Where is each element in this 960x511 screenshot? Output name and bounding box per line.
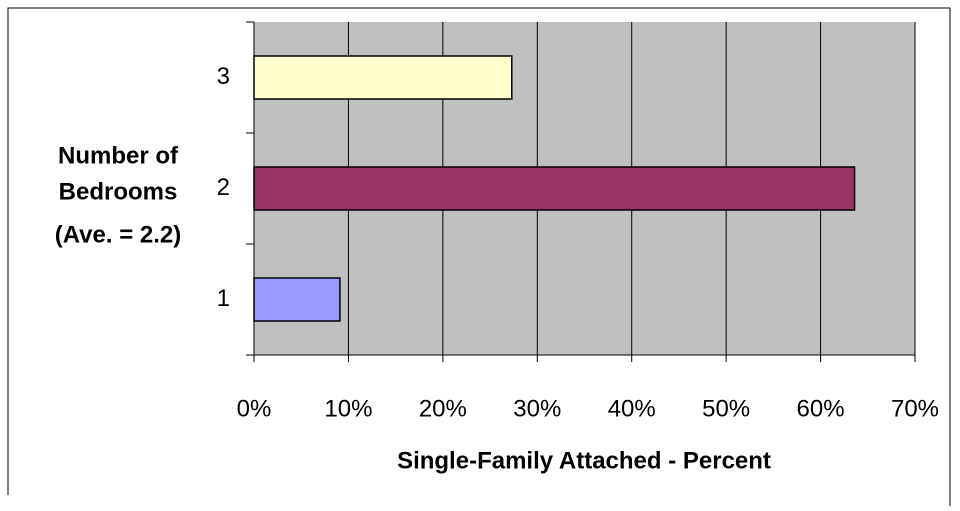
y-axis-title: (Ave. = 2.2) bbox=[55, 221, 182, 248]
y-tick-label: 1 bbox=[217, 285, 230, 312]
y-tick-label: 3 bbox=[217, 63, 230, 90]
bar bbox=[253, 166, 856, 211]
x-tick-label: 60% bbox=[797, 395, 845, 422]
y-tick-label: 2 bbox=[217, 174, 230, 201]
x-tick-label: 40% bbox=[608, 395, 656, 422]
y-axis-title: Bedrooms bbox=[59, 178, 178, 205]
x-tick-label: 0% bbox=[237, 395, 272, 422]
x-tick-label: 50% bbox=[702, 395, 750, 422]
frame bbox=[7, 7, 951, 506]
x-tick-label: 20% bbox=[419, 395, 467, 422]
bar bbox=[253, 55, 513, 100]
x-tick-label: 70% bbox=[891, 395, 939, 422]
bar bbox=[253, 277, 341, 322]
y-axis-title: Number of bbox=[58, 142, 179, 169]
x-axis-title: Single-Family Attached - Percent bbox=[397, 447, 771, 474]
x-tick-label: 10% bbox=[324, 395, 372, 422]
x-tick-label: 30% bbox=[513, 395, 561, 422]
